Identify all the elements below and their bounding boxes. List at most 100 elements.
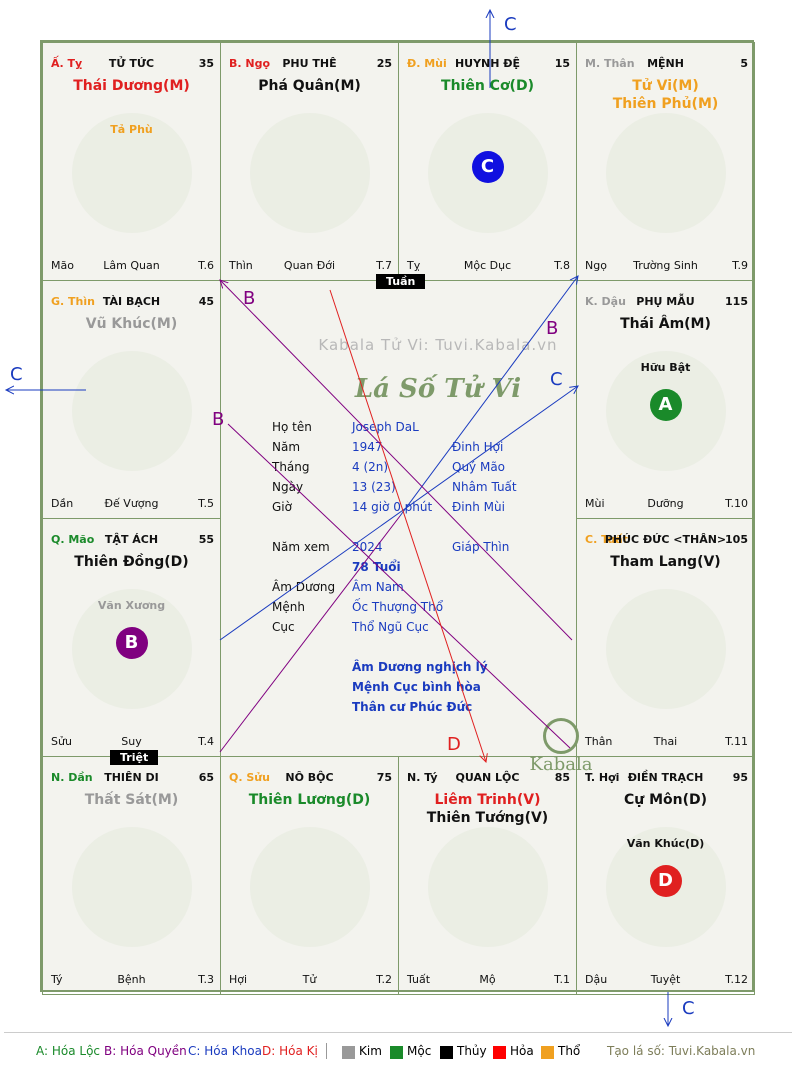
- palace-number: 55: [198, 533, 214, 546]
- info-value: Thổ Ngũ Cục: [352, 620, 429, 634]
- palace-footer-age: T.8: [554, 259, 570, 272]
- palace-mui[interactable]: Đ. Mùi HUYNH ĐỆ 15 Thiên Cơ(D) C Tỵ Mộc Dục T.8: [398, 42, 577, 281]
- zodiac-watermark-icon: [71, 351, 192, 472]
- palace-branch: C. Tuất: [585, 533, 628, 546]
- palace-number: 85: [554, 771, 570, 784]
- palace-ngo[interactable]: B. Ngọ PHU THÊ 25 Phá Quân(M) Thìn Quan Đới T.…: [220, 42, 399, 281]
- palace-tuat[interactable]: C. Tuất PHÚC ĐỨC <THÂN> 105 Tham Lang(V) Thâ…: [576, 518, 755, 757]
- main-stars: Liêm Trinh(V) Thiên Tướng(V): [399, 791, 576, 827]
- palace-hoi[interactable]: T. Hợi ĐIỀN TRẠCH 95 Cự Môn(D) Văn Khúc(D) D D…: [576, 756, 755, 995]
- palace-branch: Q. Sửu: [229, 771, 270, 784]
- palace-footer-stage: Thai: [653, 735, 678, 748]
- chart-title: Lá Số Tử Vi: [354, 374, 522, 404]
- palace-branch: K. Dậu: [585, 295, 626, 308]
- palace-footer-branch: Thìn: [229, 259, 253, 272]
- info-label: Năm: [272, 440, 301, 454]
- swatch-kim: [342, 1046, 355, 1059]
- palace-name: PHỤ MẪU: [636, 295, 695, 308]
- tree-icon: [543, 718, 579, 754]
- chart-board: Ấ. Tỵ TỬ TỨC 35 Thái Dương(M) Tả Phù Mão Lâm Q…: [40, 40, 755, 995]
- main-stars: Phá Quân(M): [221, 77, 398, 95]
- main-star: Thái Âm(M): [620, 316, 711, 332]
- swatch-moc: [390, 1046, 403, 1059]
- palace-name: QUAN LỘC: [455, 771, 520, 784]
- palace-number: 65: [198, 771, 214, 784]
- palace-footer-branch: Dậu: [585, 973, 608, 986]
- palace-suu[interactable]: Q. Sửu NÔ BỘC 75 Thiên Lương(D) Hợi Tử T.2: [220, 756, 399, 995]
- info-label: Họ tên: [272, 420, 312, 434]
- note-2: Mệnh Cục bình hòa: [352, 680, 481, 694]
- minor-star: Văn Xương: [97, 599, 166, 612]
- tuan-tag: Tuần: [376, 274, 426, 289]
- palace-footer-branch: Hợi: [229, 973, 248, 986]
- legend-site-link[interactable]: Tạo lá số: Tuvi.Kabala.vn: [607, 1044, 756, 1058]
- palace-footer-age: T.10: [725, 497, 748, 510]
- palace-footer-age: T.6: [198, 259, 214, 272]
- zodiac-watermark-icon: [605, 113, 726, 234]
- palace-than[interactable]: M. Thân MỆNH 5 Tử Vi(M) Thiên Phủ(M) Ngọ Trườn…: [576, 42, 755, 281]
- palace-tyy[interactable]: N. Tý QUAN LỘC 85 Liêm Trinh(V) Thiên Tướng(…: [398, 756, 577, 995]
- badge-a: A: [649, 389, 682, 421]
- main-star: Thiên Phủ(M): [612, 96, 719, 112]
- swatch-tho: [541, 1046, 554, 1059]
- palace-footer-age: T.5: [198, 497, 214, 510]
- label-c-top: C: [504, 14, 517, 35]
- zodiac-watermark-icon: [71, 113, 192, 234]
- palace-footer-stage: Dưỡng: [647, 497, 684, 510]
- main-star: Thiên Tướng(V): [426, 810, 549, 826]
- main-star: Thiên Cơ(D): [441, 78, 534, 94]
- legend-moc: Mộc: [407, 1044, 432, 1058]
- main-star: Vũ Khúc(M): [85, 316, 178, 332]
- minor-star: Hữu Bật: [640, 361, 691, 374]
- zodiac-watermark-icon: [71, 827, 192, 948]
- zodiac-watermark-icon: [249, 827, 370, 948]
- main-stars: Thái Âm(M): [577, 315, 754, 333]
- palace-ty[interactable]: Ấ. Tỵ TỬ TỨC 35 Thái Dương(M) Tả Phù Mão Lâm Q…: [42, 42, 221, 281]
- palace-mao[interactable]: Q. Mão TẬT ÁCH 55 Thiên Đồng(D) Văn Xương B Sử…: [42, 518, 221, 757]
- palace-footer-branch: Tý: [51, 973, 63, 986]
- view-year-label: Năm xem: [272, 540, 330, 554]
- palace-name: PHÚC ĐỨC <THÂN>: [604, 533, 727, 546]
- palace-footer-stage: Bệnh: [117, 973, 146, 986]
- palace-number: 45: [198, 295, 214, 308]
- main-star: Phá Quân(M): [258, 78, 361, 94]
- palace-name: MỆNH: [647, 57, 684, 70]
- main-stars: Tham Lang(V): [577, 553, 754, 571]
- palace-name: PHU THÊ: [282, 57, 337, 70]
- palace-name: TẬT ÁCH: [104, 533, 159, 546]
- palace-thin[interactable]: G. Thìn TÀI BẠCH 45 Vũ Khúc(M) Dần Đế Vượng T.…: [42, 280, 221, 519]
- info-label: Ngày: [272, 480, 304, 494]
- info-value: 14 giờ 0 phút: [352, 500, 433, 514]
- main-stars: Cự Môn(D): [577, 791, 754, 809]
- info-value: Joseph DaL: [352, 420, 419, 434]
- palace-branch: T. Hợi: [585, 771, 620, 784]
- palace-branch: N. Tý: [407, 771, 438, 784]
- palace-footer-stage: Trường Sinh: [633, 259, 698, 272]
- legend-hoa-khoa: C: Hóa Khoa: [188, 1044, 262, 1058]
- palace-branch: B. Ngọ: [229, 57, 271, 70]
- palace-number: 95: [732, 771, 748, 784]
- palace-number: 75: [376, 771, 392, 784]
- info-label: Giờ: [272, 500, 292, 514]
- info-label: Âm Dương: [272, 580, 336, 594]
- palace-footer-age: T.2: [376, 973, 392, 986]
- badge-c: C: [471, 151, 504, 183]
- badge-d: D: [649, 865, 682, 897]
- main-stars: Thiên Cơ(D): [399, 77, 576, 95]
- palace-name: THIÊN DI: [104, 771, 159, 784]
- main-stars: Vũ Khúc(M): [43, 315, 220, 333]
- info-canchi: Quý Mão: [452, 460, 506, 474]
- info-canchi: Đinh Mùi: [452, 500, 505, 514]
- main-star: Liêm Trinh(V): [434, 792, 541, 808]
- main-star: Tử Vi(M): [632, 78, 699, 94]
- legend-hoa-loc: A: Hóa Lộc: [36, 1044, 101, 1058]
- palace-dau[interactable]: K. Dậu PHỤ MẪU 115 Thái Âm(M) Hữu Bật A Mùi Dưỡ…: [576, 280, 755, 519]
- palace-dan[interactable]: N. Dần THIÊN DI 65 Thất Sát(M) Tý Bệnh T.3: [42, 756, 221, 995]
- view-year-value: 2024: [352, 540, 383, 554]
- palace-footer-branch: Mùi: [585, 497, 605, 510]
- kabala-logo: Kabala: [526, 718, 596, 778]
- center-panel: Kabala Tử Vi: Tuvi.Kabala.vn Lá Số Tử Vi…: [260, 318, 616, 794]
- palace-number: 25: [376, 57, 392, 70]
- palace-number: 15: [554, 57, 570, 70]
- minor-star: Tả Phù: [110, 123, 153, 136]
